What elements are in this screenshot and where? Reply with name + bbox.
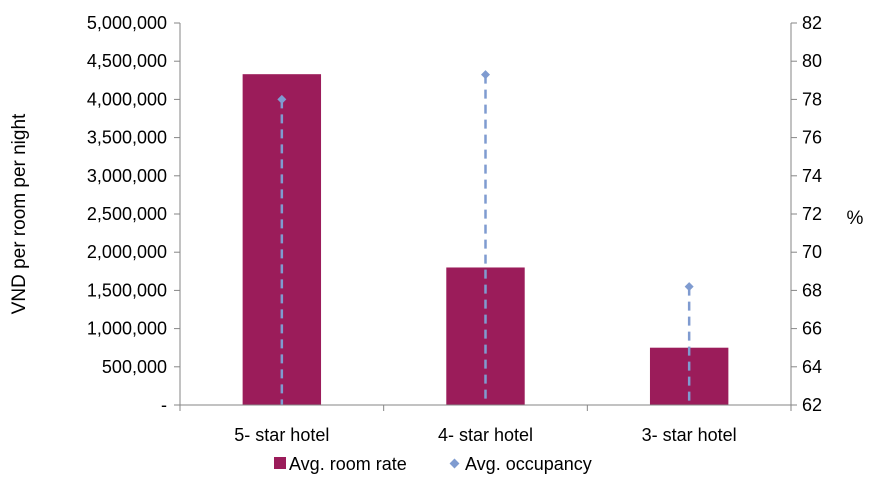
right-tick-label: 76 [802,128,822,148]
right-tick-label: 74 [802,166,822,186]
occupancy-point [481,70,490,80]
occupancy-drop-lines [280,74,691,405]
left-tick-label: 2,500,000 [87,204,167,224]
left-tick-label: 1,000,000 [87,319,167,339]
right-tick-label: 78 [802,89,822,109]
right-axis-ticks: 62 64 66 68 70 72 74 76 78 80 82 [791,13,822,415]
left-tick-label: 5,000,000 [87,13,167,33]
left-axis-ticks: - 500,000 1,000,000 1,500,000 2,000,000 2,500… [87,13,180,415]
occupancy-point [684,282,694,292]
occupancy-markers [277,70,694,292]
right-tick-label: 70 [802,242,822,262]
right-tick-label: 80 [802,51,822,71]
x-category-label: 3- star hotel [642,425,737,445]
legend: Avg. room rate Avg. occupancy [274,454,592,474]
legend-label-room-rate: Avg. room rate [289,454,407,474]
left-tick-label: 4,000,000 [87,89,167,109]
x-category-label: 5- star hotel [234,425,329,445]
left-tick-label: 500,000 [102,357,167,377]
right-axis-title: % [847,208,864,229]
left-tick-label: 4,500,000 [87,51,167,71]
left-tick-label: - [161,395,167,415]
left-tick-label: 1,500,000 [87,280,167,300]
right-tick-label: 72 [802,204,822,224]
right-tick-label: 64 [802,357,822,377]
right-tick-label: 62 [802,395,822,415]
legend-swatch-room-rate [274,457,286,469]
left-axis-title: VND per room per night [9,113,30,314]
right-tick-label: 66 [802,319,822,339]
left-tick-label: 2,000,000 [87,242,167,262]
x-axis-labels: 5- star hotel 4- star hotel 3- star hotel [179,405,792,445]
left-tick-label: 3,000,000 [87,166,167,186]
legend-swatch-occupancy [449,458,460,469]
legend-label-occupancy: Avg. occupancy [465,454,592,474]
occupancy-point [277,94,287,104]
x-category-label: 4- star hotel [438,425,533,445]
right-tick-label: 82 [802,13,822,33]
right-tick-label: 68 [802,280,822,300]
left-tick-label: 3,500,000 [87,128,167,148]
